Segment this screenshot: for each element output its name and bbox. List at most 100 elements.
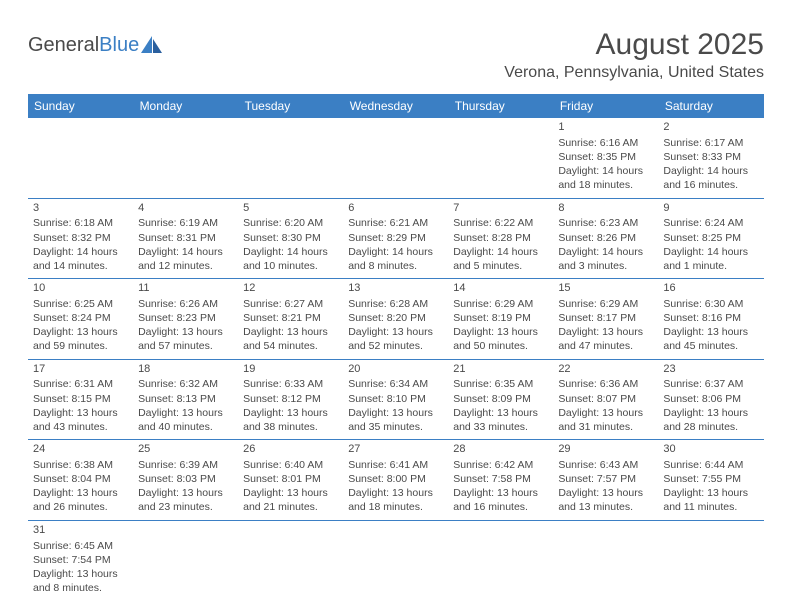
daylight-text: Daylight: 13 hours <box>138 406 233 420</box>
sunset-text: Sunset: 7:58 PM <box>453 472 548 486</box>
calendar-cell: 20Sunrise: 6:34 AMSunset: 8:10 PMDayligh… <box>343 359 448 440</box>
calendar-cell: 3Sunrise: 6:18 AMSunset: 8:32 PMDaylight… <box>28 198 133 279</box>
daylight-text: and 16 minutes. <box>663 178 758 192</box>
logo: GeneralBlue <box>28 28 163 57</box>
calendar-cell <box>553 520 658 600</box>
header: GeneralBlue August 2025 Verona, Pennsylv… <box>28 28 764 82</box>
day-number: 27 <box>348 442 443 457</box>
daylight-text: and 47 minutes. <box>558 339 653 353</box>
sunset-text: Sunset: 8:03 PM <box>138 472 233 486</box>
daylight-text: and 14 minutes. <box>33 259 128 273</box>
sunrise-text: Sunrise: 6:34 AM <box>348 377 443 391</box>
daylight-text: Daylight: 13 hours <box>348 406 443 420</box>
weekday-header: Saturday <box>658 94 763 118</box>
daylight-text: Daylight: 14 hours <box>453 245 548 259</box>
daylight-text: and 8 minutes. <box>348 259 443 273</box>
daylight-text: and 5 minutes. <box>453 259 548 273</box>
day-number: 12 <box>243 281 338 296</box>
daylight-text: Daylight: 13 hours <box>243 486 338 500</box>
sunset-text: Sunset: 7:54 PM <box>33 553 128 567</box>
sunset-text: Sunset: 8:25 PM <box>663 231 758 245</box>
daylight-text: and 57 minutes. <box>138 339 233 353</box>
daylight-text: and 38 minutes. <box>243 420 338 434</box>
sunrise-text: Sunrise: 6:28 AM <box>348 297 443 311</box>
daylight-text: Daylight: 14 hours <box>558 245 653 259</box>
sunrise-text: Sunrise: 6:29 AM <box>453 297 548 311</box>
daylight-text: Daylight: 13 hours <box>453 406 548 420</box>
daylight-text: Daylight: 13 hours <box>138 486 233 500</box>
daylight-text: Daylight: 14 hours <box>558 164 653 178</box>
daylight-text: Daylight: 13 hours <box>663 406 758 420</box>
weekday-header: Monday <box>133 94 238 118</box>
daylight-text: and 26 minutes. <box>33 500 128 514</box>
sunrise-text: Sunrise: 6:16 AM <box>558 136 653 150</box>
calendar-cell <box>343 520 448 600</box>
sunrise-text: Sunrise: 6:33 AM <box>243 377 338 391</box>
sunrise-text: Sunrise: 6:30 AM <box>663 297 758 311</box>
sunset-text: Sunset: 8:17 PM <box>558 311 653 325</box>
sunrise-text: Sunrise: 6:44 AM <box>663 458 758 472</box>
calendar-cell <box>658 520 763 600</box>
daylight-text: Daylight: 14 hours <box>33 245 128 259</box>
daylight-text: Daylight: 13 hours <box>33 567 128 581</box>
daylight-text: Daylight: 14 hours <box>243 245 338 259</box>
calendar-cell: 25Sunrise: 6:39 AMSunset: 8:03 PMDayligh… <box>133 440 238 521</box>
sunset-text: Sunset: 8:19 PM <box>453 311 548 325</box>
daylight-text: Daylight: 13 hours <box>453 325 548 339</box>
sunset-text: Sunset: 8:26 PM <box>558 231 653 245</box>
daylight-text: and 50 minutes. <box>453 339 548 353</box>
daylight-text: Daylight: 14 hours <box>663 164 758 178</box>
calendar-cell <box>238 118 343 198</box>
sunrise-text: Sunrise: 6:24 AM <box>663 216 758 230</box>
day-number: 15 <box>558 281 653 296</box>
day-number: 10 <box>33 281 128 296</box>
calendar-cell: 5Sunrise: 6:20 AMSunset: 8:30 PMDaylight… <box>238 198 343 279</box>
daylight-text: and 23 minutes. <box>138 500 233 514</box>
calendar-row: 3Sunrise: 6:18 AMSunset: 8:32 PMDaylight… <box>28 198 764 279</box>
sunset-text: Sunset: 8:20 PM <box>348 311 443 325</box>
calendar-cell: 19Sunrise: 6:33 AMSunset: 8:12 PMDayligh… <box>238 359 343 440</box>
daylight-text: Daylight: 13 hours <box>663 325 758 339</box>
sunrise-text: Sunrise: 6:45 AM <box>33 539 128 553</box>
calendar-cell <box>133 118 238 198</box>
daylight-text: Daylight: 14 hours <box>138 245 233 259</box>
sunrise-text: Sunrise: 6:22 AM <box>453 216 548 230</box>
sunrise-text: Sunrise: 6:37 AM <box>663 377 758 391</box>
sunset-text: Sunset: 7:55 PM <box>663 472 758 486</box>
calendar-table: SundayMondayTuesdayWednesdayThursdayFrid… <box>28 94 764 600</box>
day-number: 31 <box>33 523 128 538</box>
daylight-text: and 1 minute. <box>663 259 758 273</box>
sunrise-text: Sunrise: 6:36 AM <box>558 377 653 391</box>
sunset-text: Sunset: 8:00 PM <box>348 472 443 486</box>
day-number: 4 <box>138 201 233 216</box>
daylight-text: and 18 minutes. <box>348 500 443 514</box>
sunrise-text: Sunrise: 6:43 AM <box>558 458 653 472</box>
calendar-cell <box>28 118 133 198</box>
sunrise-text: Sunrise: 6:35 AM <box>453 377 548 391</box>
calendar-cell: 18Sunrise: 6:32 AMSunset: 8:13 PMDayligh… <box>133 359 238 440</box>
day-number: 29 <box>558 442 653 457</box>
calendar-cell: 4Sunrise: 6:19 AMSunset: 8:31 PMDaylight… <box>133 198 238 279</box>
sunset-text: Sunset: 8:10 PM <box>348 392 443 406</box>
weekday-header: Friday <box>553 94 658 118</box>
day-number: 17 <box>33 362 128 377</box>
daylight-text: and 31 minutes. <box>558 420 653 434</box>
calendar-cell: 27Sunrise: 6:41 AMSunset: 8:00 PMDayligh… <box>343 440 448 521</box>
daylight-text: and 18 minutes. <box>558 178 653 192</box>
sunrise-text: Sunrise: 6:41 AM <box>348 458 443 472</box>
sunrise-text: Sunrise: 6:21 AM <box>348 216 443 230</box>
calendar-row: 31Sunrise: 6:45 AMSunset: 7:54 PMDayligh… <box>28 520 764 600</box>
sunrise-text: Sunrise: 6:20 AM <box>243 216 338 230</box>
calendar-cell: 23Sunrise: 6:37 AMSunset: 8:06 PMDayligh… <box>658 359 763 440</box>
daylight-text: and 13 minutes. <box>558 500 653 514</box>
day-number: 19 <box>243 362 338 377</box>
calendar-cell: 9Sunrise: 6:24 AMSunset: 8:25 PMDaylight… <box>658 198 763 279</box>
calendar-cell: 7Sunrise: 6:22 AMSunset: 8:28 PMDaylight… <box>448 198 553 279</box>
weekday-header: Sunday <box>28 94 133 118</box>
sunset-text: Sunset: 8:13 PM <box>138 392 233 406</box>
calendar-cell: 8Sunrise: 6:23 AMSunset: 8:26 PMDaylight… <box>553 198 658 279</box>
calendar-cell: 22Sunrise: 6:36 AMSunset: 8:07 PMDayligh… <box>553 359 658 440</box>
sunrise-text: Sunrise: 6:25 AM <box>33 297 128 311</box>
daylight-text: and 28 minutes. <box>663 420 758 434</box>
calendar-row: 17Sunrise: 6:31 AMSunset: 8:15 PMDayligh… <box>28 359 764 440</box>
